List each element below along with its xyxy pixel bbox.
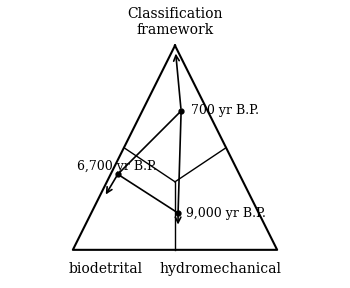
Text: 9,000 yr B.P.: 9,000 yr B.P. [186,206,266,219]
Text: Classification
framework: Classification framework [127,7,223,37]
Text: 6,700 yr B.P.: 6,700 yr B.P. [77,160,157,173]
Text: biodetrital: biodetrital [69,262,143,276]
Text: hydromechanical: hydromechanical [159,262,281,276]
Text: 700 yr B.P.: 700 yr B.P. [191,105,259,118]
